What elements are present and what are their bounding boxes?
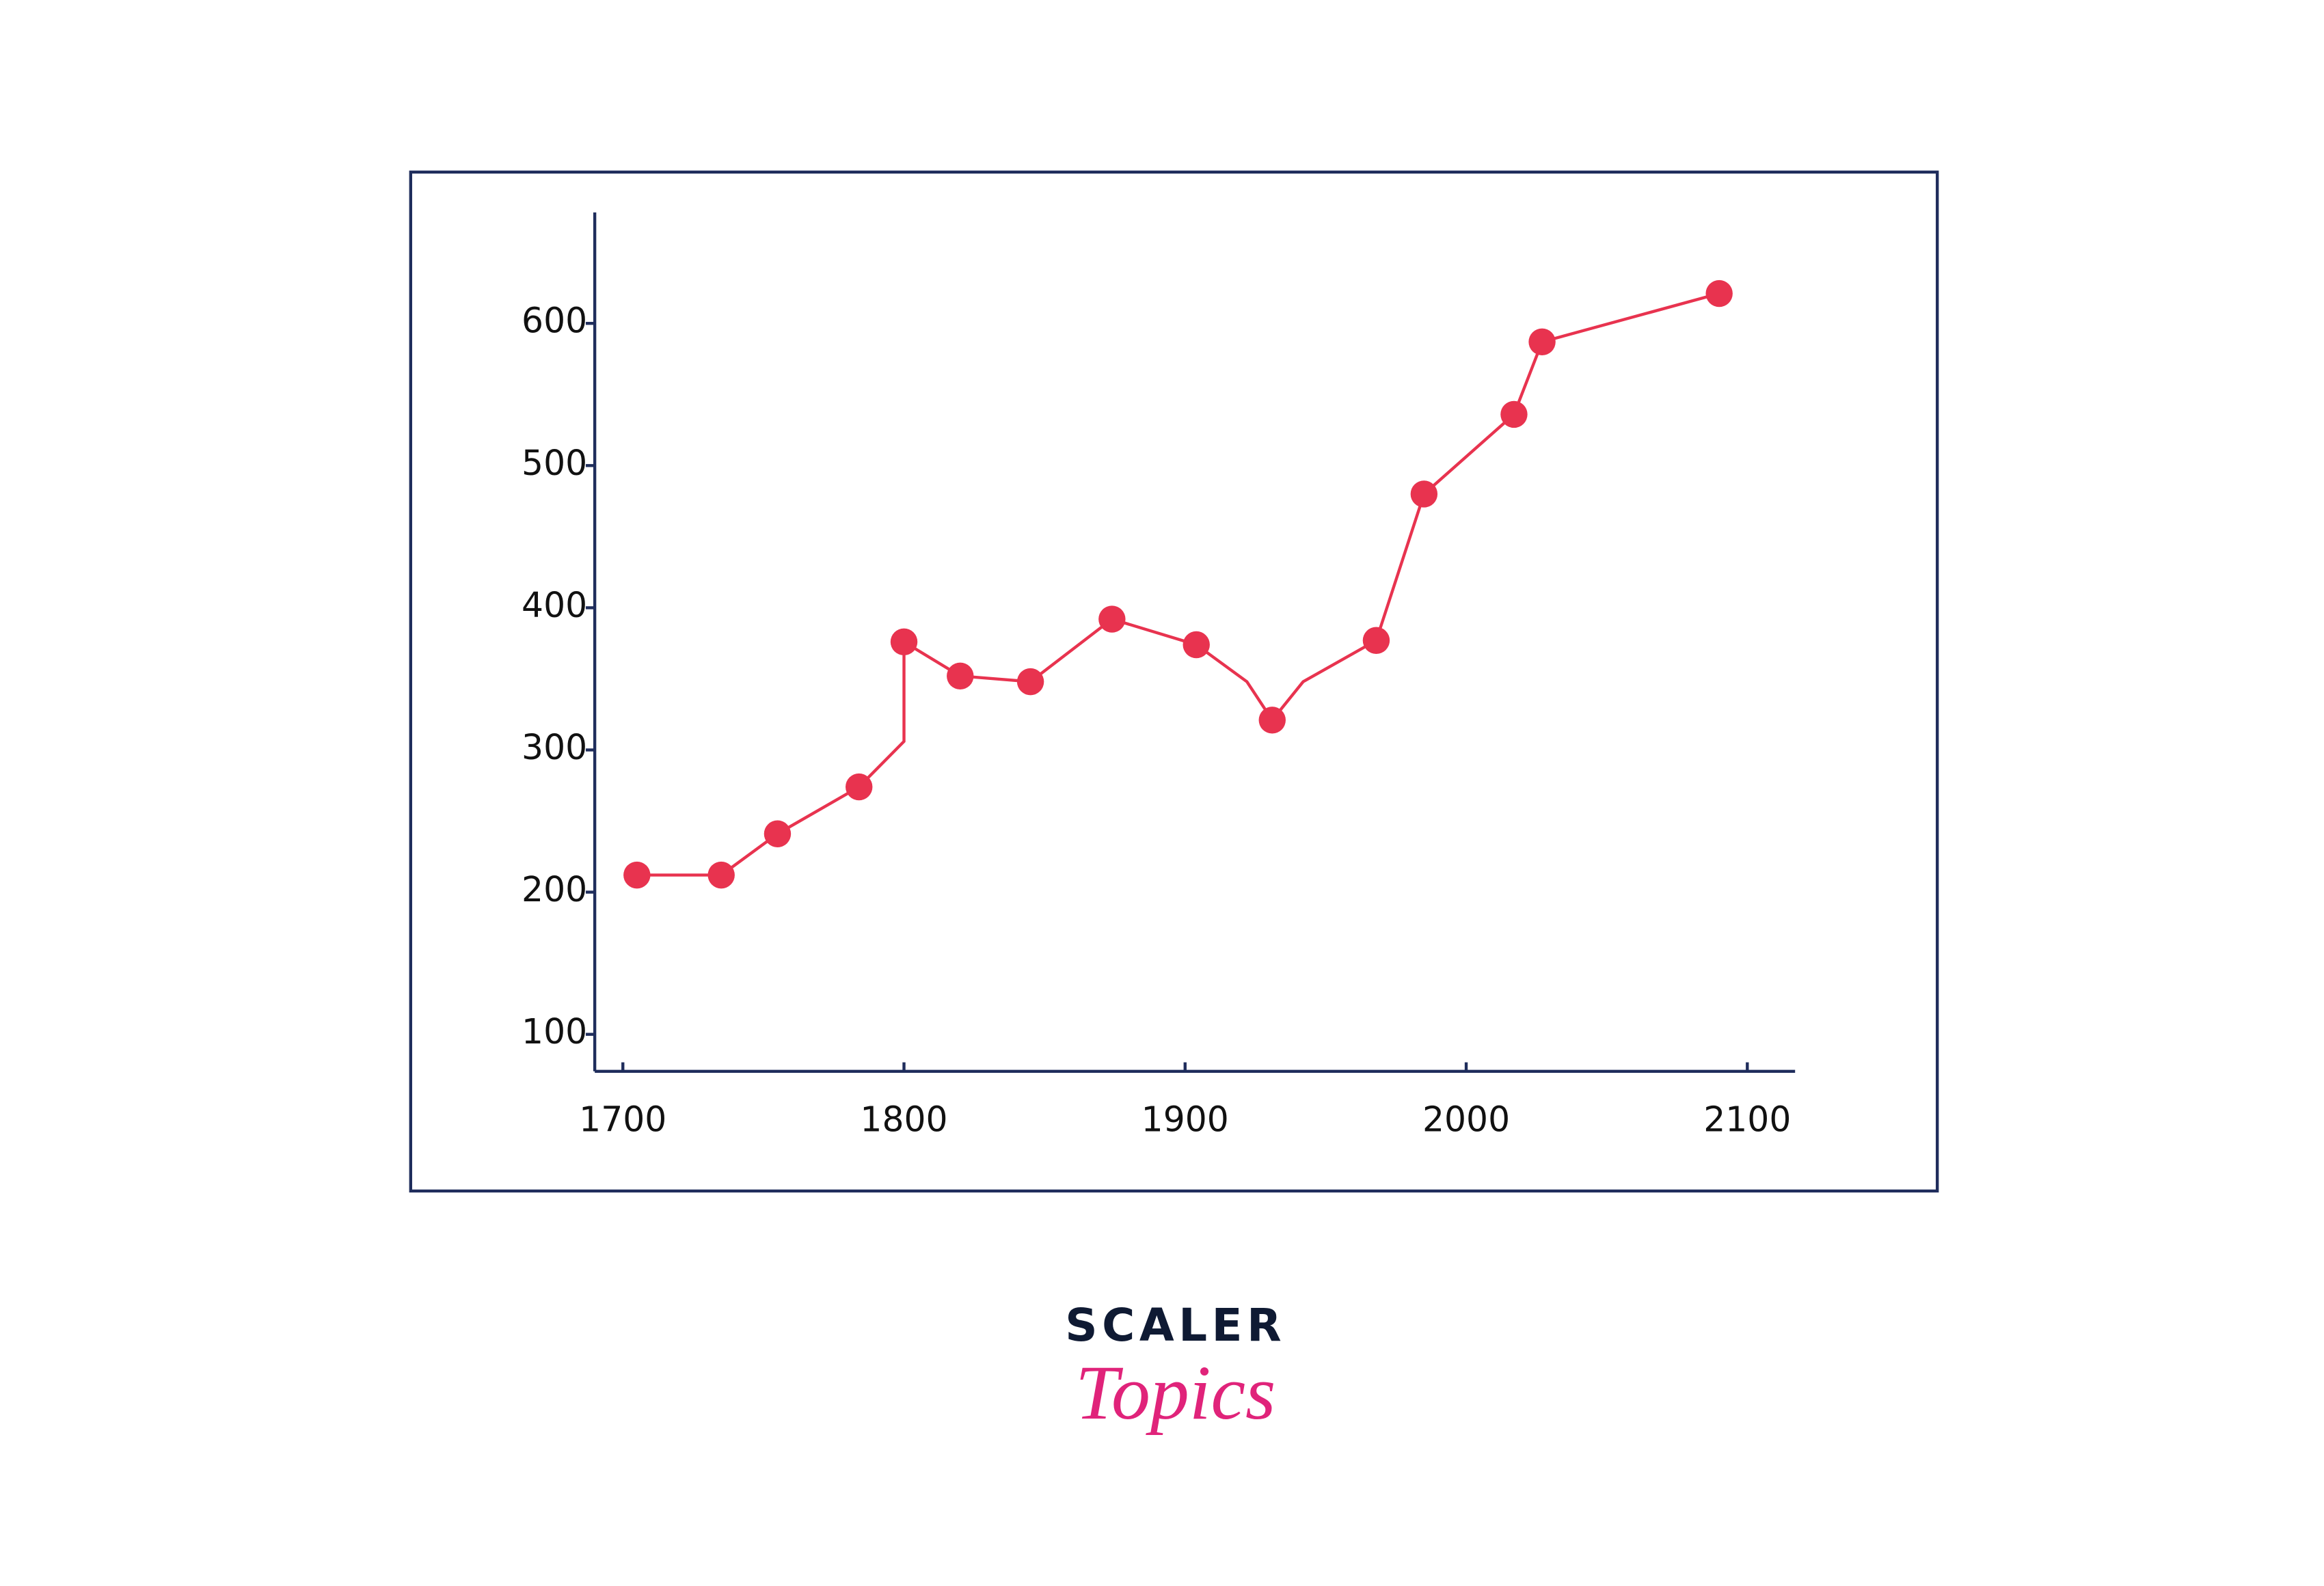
- y-tick-label: 500: [522, 443, 587, 483]
- data-point: [846, 773, 873, 801]
- data-point: [1410, 480, 1438, 508]
- chart-frame: [409, 170, 1939, 1193]
- y-tick-label: 400: [522, 585, 587, 625]
- data-point: [1528, 328, 1556, 355]
- data-point: [947, 662, 974, 689]
- data-point: [764, 820, 792, 847]
- data-line: [636, 292, 1720, 877]
- data-point: [1705, 279, 1733, 307]
- data-point: [1016, 668, 1044, 696]
- y-tick-label: 600: [522, 301, 587, 341]
- y-tick-label: 300: [522, 727, 587, 767]
- x-tick-label: 2000: [1422, 1099, 1510, 1140]
- data-point: [1098, 605, 1126, 633]
- data-point: [1500, 400, 1528, 428]
- y-tick-label: 200: [522, 869, 587, 910]
- x-tick-label: 1900: [1141, 1099, 1229, 1140]
- x-tick-label: 2100: [1703, 1099, 1791, 1140]
- logo-text: Topics: [1075, 1350, 1275, 1436]
- x-tick-label: 1800: [860, 1099, 947, 1140]
- data-point: [1362, 627, 1390, 654]
- data-point: [1258, 707, 1286, 734]
- x-tick-label: 1700: [579, 1099, 666, 1140]
- data-point: [707, 861, 735, 889]
- y-tick-label: 100: [522, 1011, 587, 1052]
- data-point: [890, 628, 918, 656]
- logo-text: SCALER: [1065, 1300, 1286, 1352]
- data-point: [623, 861, 651, 889]
- data-point: [1183, 631, 1210, 659]
